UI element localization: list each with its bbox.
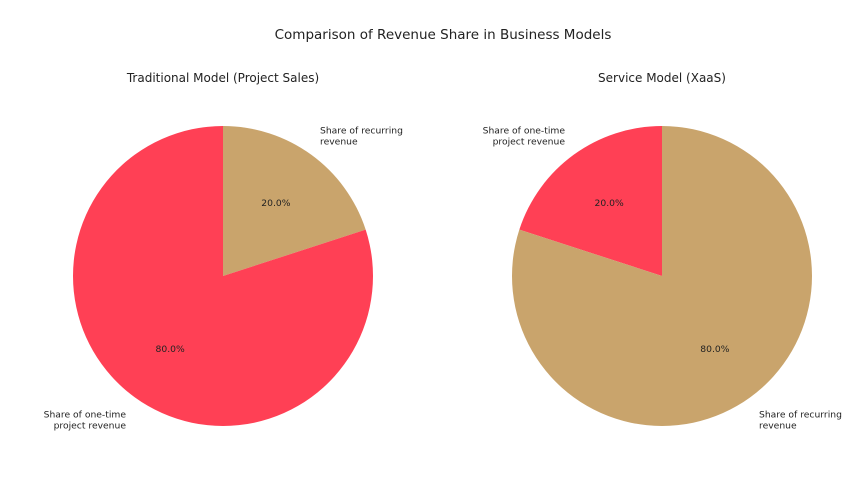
pie-chart-service: Service Model (XaaS) 20.0% Share of one-t… (483, 71, 842, 432)
slice-label-share-of-one-time-project-revenue: Share of one-time project revenue (44, 410, 127, 432)
slice-label-line: Share of recurring (759, 410, 842, 421)
slice-label-line: project revenue (493, 137, 566, 148)
pie-chart-traditional: Traditional Model (Project Sales) 20.0% S… (44, 71, 403, 432)
slice-label-line: revenue (320, 137, 358, 148)
slice-label-line: Share of one-time (44, 410, 127, 421)
pie-slice-share-of-recurring-revenue (223, 126, 366, 276)
percent-label: 80.0% (700, 344, 729, 355)
slice-label-line: project revenue (54, 421, 127, 432)
slice-label-line: Share of recurring (320, 126, 403, 137)
pie-slice-share-of-one-time-project-revenue (519, 126, 662, 276)
pie-slice-share-of-recurring-revenue (511, 126, 812, 426)
slice-label-share-of-one-time-project-revenue: Share of one-time project revenue (483, 126, 566, 148)
pie-service: 20.0% Share of one-time project revenue 80.… (483, 126, 842, 432)
slice-label-line: Share of one-time (483, 126, 566, 137)
percent-label: 20.0% (595, 198, 624, 209)
chart-title-traditional: Traditional Model (Project Sales) (126, 71, 319, 85)
slice-label-share-of-recurring-revenue: Share of recurring revenue (759, 410, 842, 432)
figure-title: Comparison of Revenue Share in Business … (275, 27, 612, 43)
percent-label: 80.0% (156, 344, 185, 355)
slice-label-line: revenue (759, 421, 797, 432)
pie-traditional: 20.0% Share of recurring revenue 80.0% Share… (44, 126, 403, 432)
percent-label: 20.0% (261, 198, 290, 209)
chart-title-service: Service Model (XaaS) (598, 71, 726, 85)
slice-label-share-of-recurring-revenue: Share of recurring revenue (320, 126, 403, 148)
pie-slice-share-of-one-time-project-revenue (73, 126, 374, 426)
